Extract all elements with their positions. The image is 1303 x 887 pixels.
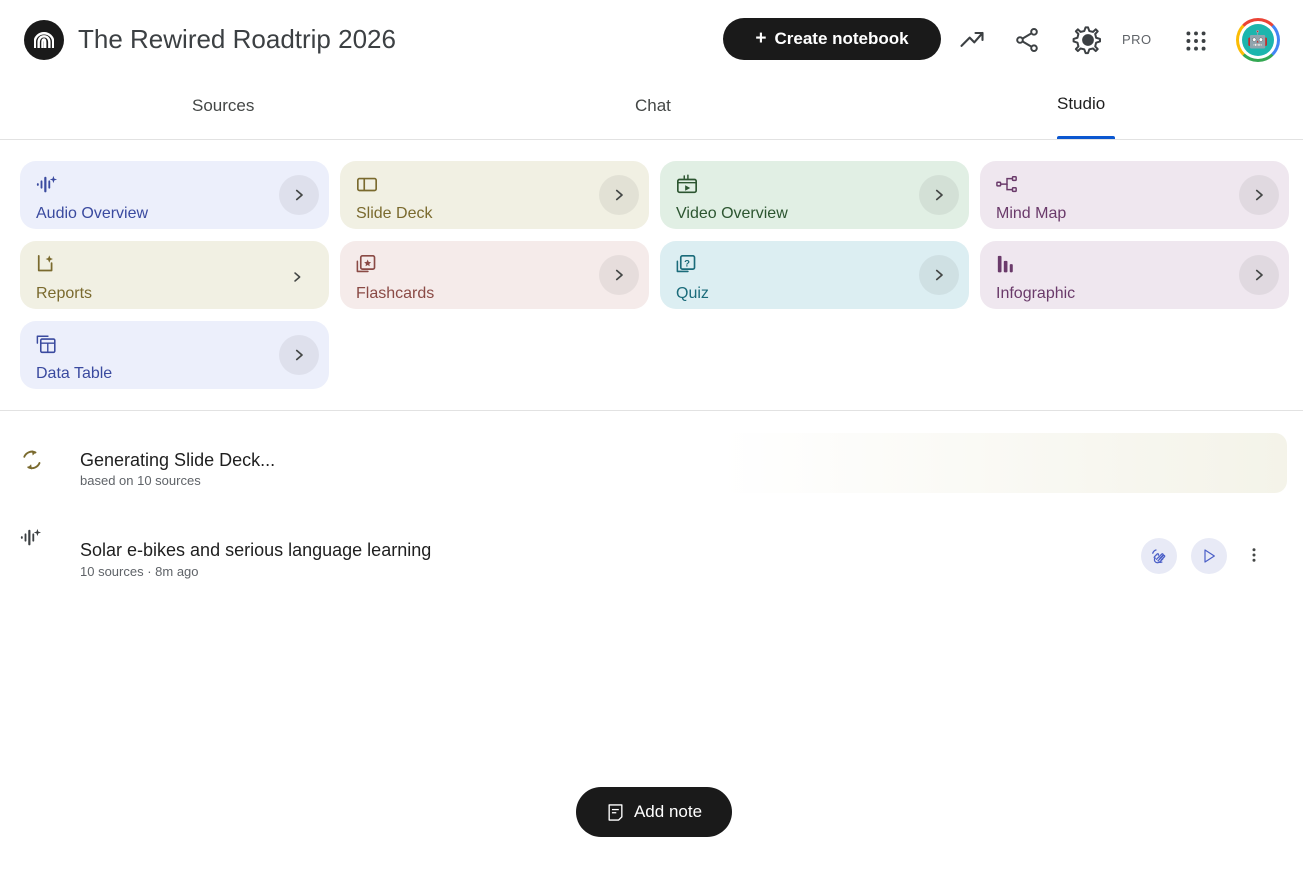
- svg-text:?: ?: [684, 259, 690, 270]
